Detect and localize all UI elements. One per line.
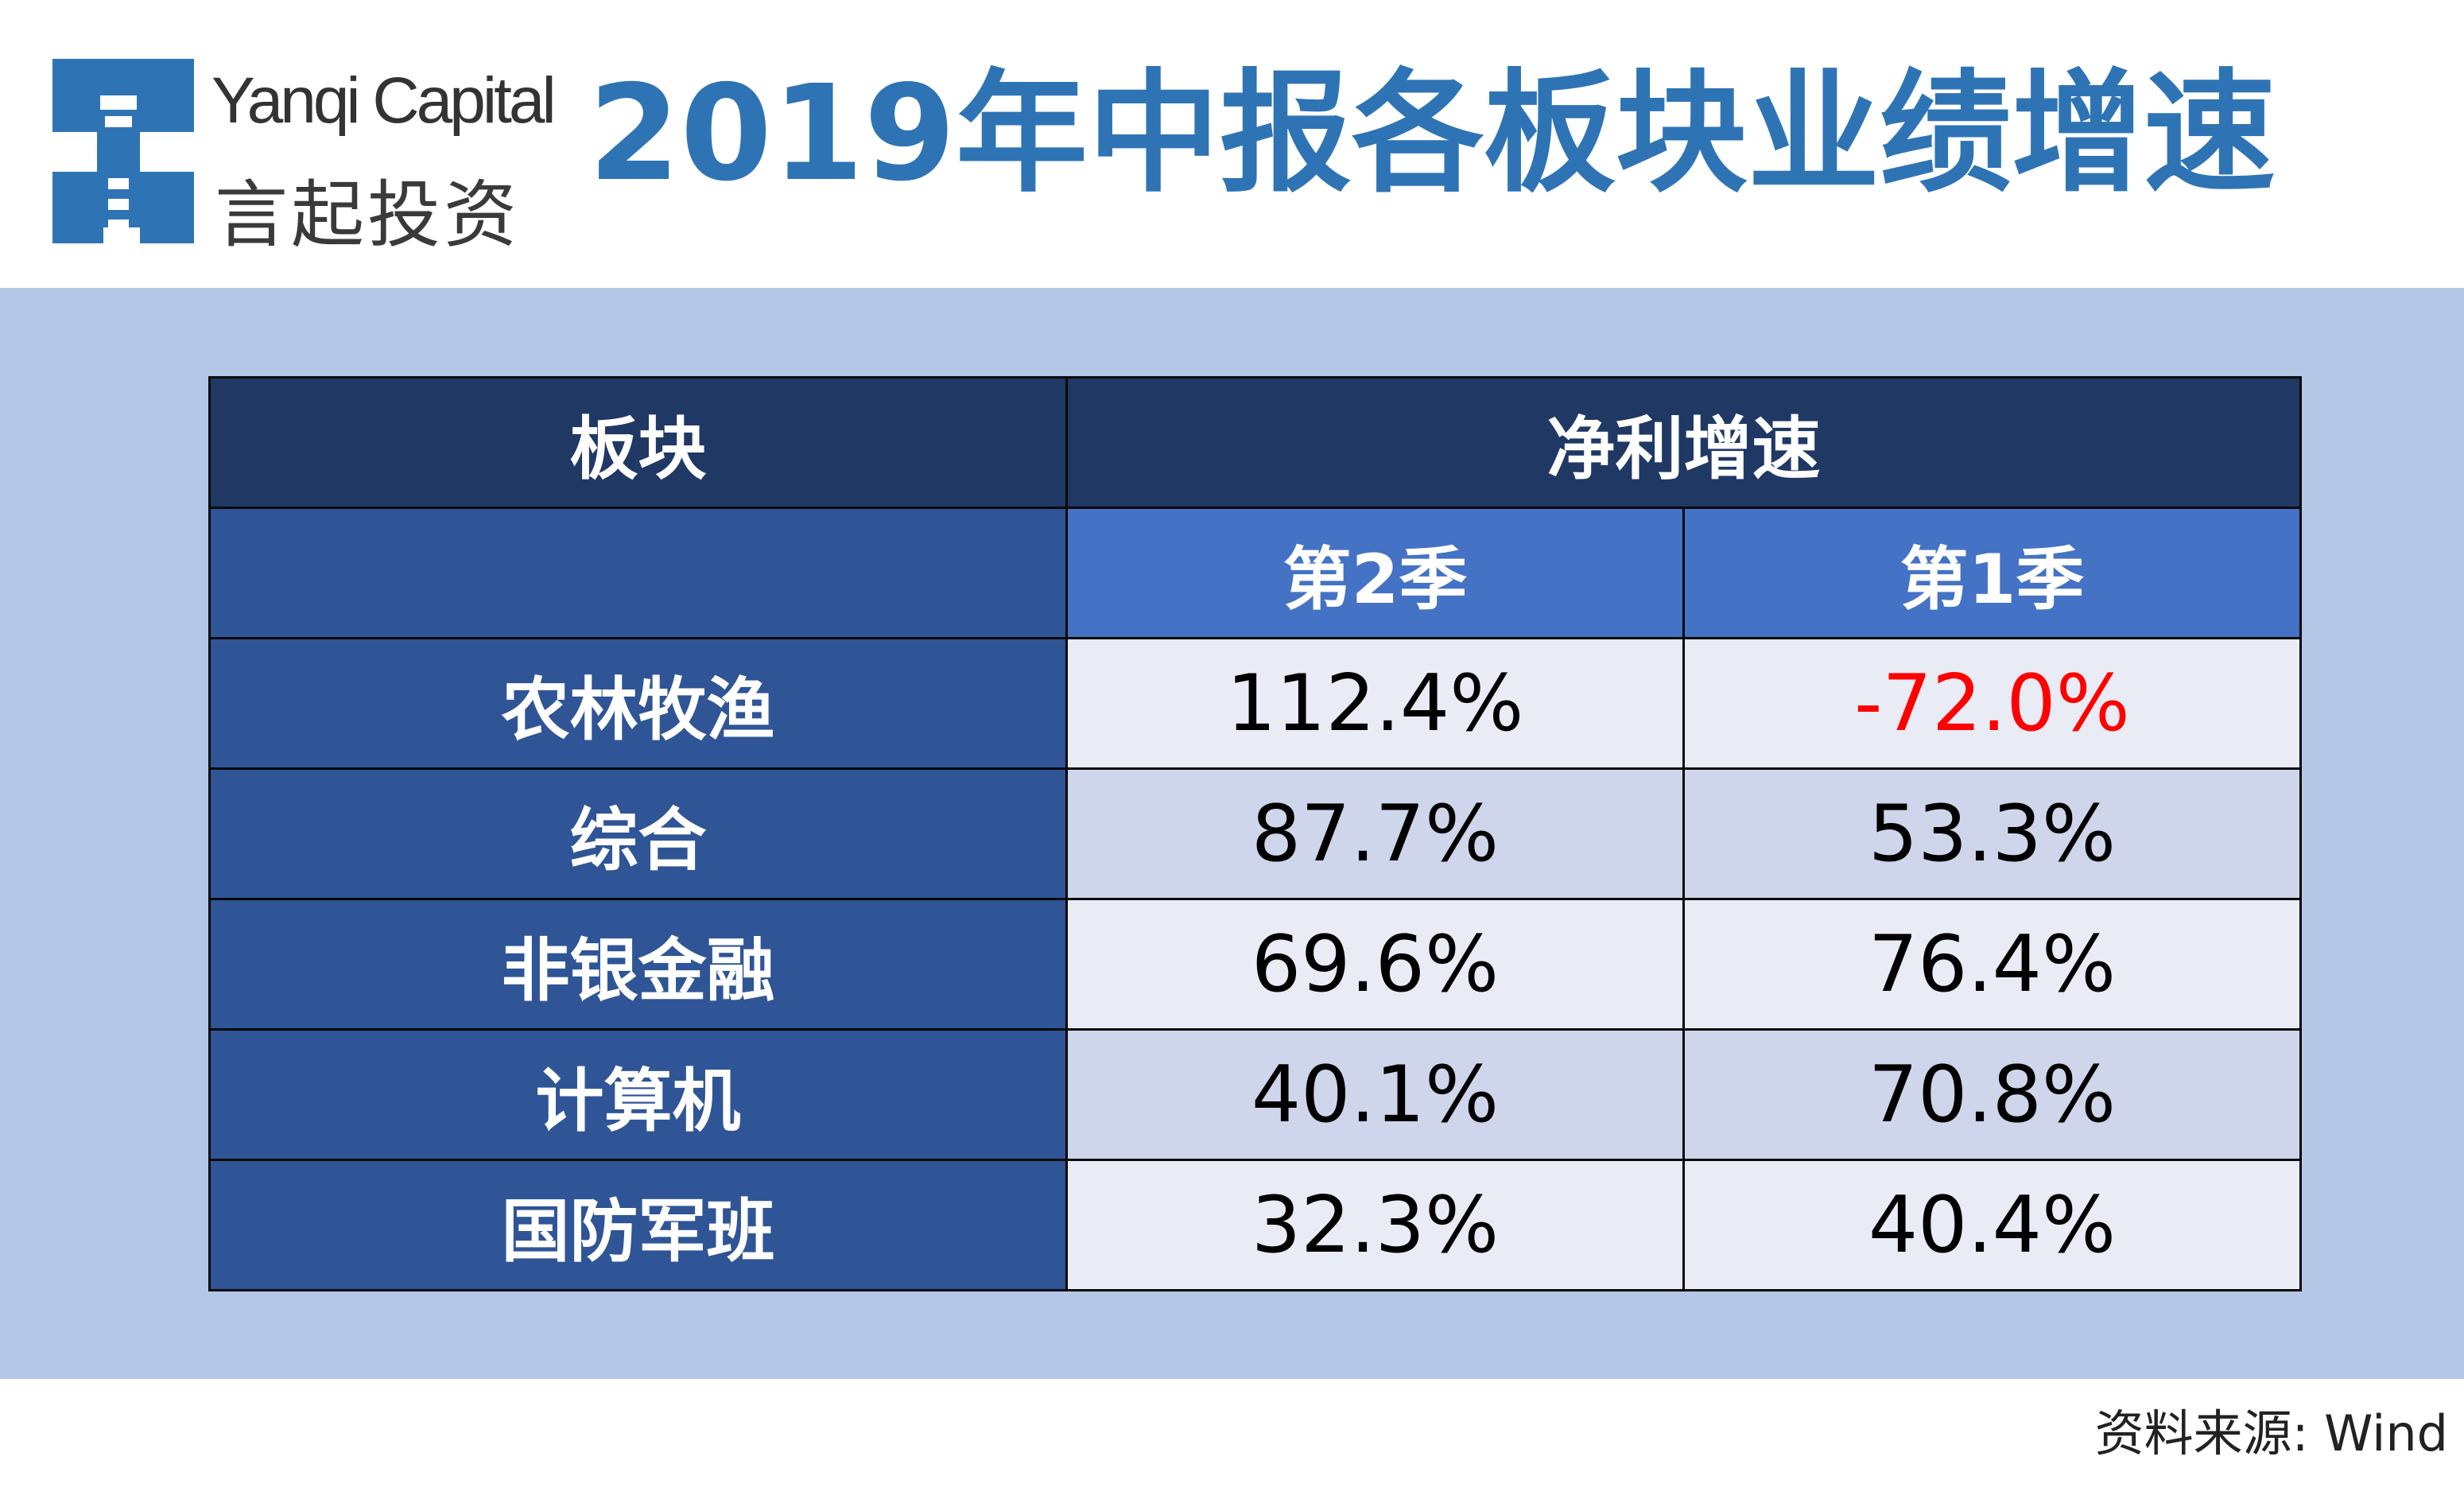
company-logo: Yanqi Capital 言起投资 (52, 59, 557, 258)
header: Yanqi Capital 言起投资 2019年中报各板块业绩增速 (0, 0, 2464, 288)
lighthouse-logo-icon (52, 59, 194, 243)
source-note: 资料来源: Wind (2094, 1404, 2448, 1462)
logo-name-cn: 言起投资 (215, 173, 521, 258)
header-q1: 第1季 (1682, 507, 2302, 639)
q2-value: 87.7% (1065, 767, 1685, 900)
table-row: 国防军班 32.3% 40.4% (208, 1159, 2302, 1291)
sector-label: 非银金融 (208, 898, 1068, 1031)
q1-value: 76.4% (1682, 898, 2302, 1031)
page-title: 2019年中报各板块业绩增速 (588, 57, 2276, 211)
q2-value: 112.4% (1065, 637, 1685, 770)
q2-value: 40.1% (1065, 1028, 1685, 1161)
table-row: 综合 87.7% 53.3% (208, 767, 2302, 900)
header-row: 板块 净利增速 (208, 376, 2302, 509)
header-net-profit-growth: 净利增速 (1065, 376, 2302, 509)
sector-label: 国防军班 (208, 1159, 1068, 1291)
growth-table: 板块 净利增速 第2季 第1季 农林牧渔 112.4% -72.0% 综合 87… (208, 376, 2302, 1291)
table-row: 非银金融 69.6% 76.4% (208, 898, 2302, 1031)
q1-value: 53.3% (1682, 767, 2302, 900)
sector-label: 综合 (208, 767, 1068, 900)
header-q2: 第2季 (1065, 507, 1685, 639)
sector-label: 农林牧渔 (208, 637, 1068, 770)
q1-value: 70.8% (1682, 1028, 2302, 1161)
q2-value: 69.6% (1065, 898, 1685, 1031)
q1-value: 40.4% (1682, 1159, 2302, 1291)
q2-value: 32.3% (1065, 1159, 1685, 1291)
table-row: 计算机 40.1% 70.8% (208, 1028, 2302, 1161)
subheader-empty (208, 507, 1068, 639)
q1-value: -72.0% (1682, 637, 2302, 770)
table-row: 农林牧渔 112.4% -72.0% (208, 637, 2302, 770)
subheader-row: 第2季 第1季 (208, 507, 2302, 639)
sector-label: 计算机 (208, 1028, 1068, 1161)
header-sector: 板块 (208, 376, 1068, 509)
logo-name-en: Yanqi Capital (211, 64, 557, 137)
